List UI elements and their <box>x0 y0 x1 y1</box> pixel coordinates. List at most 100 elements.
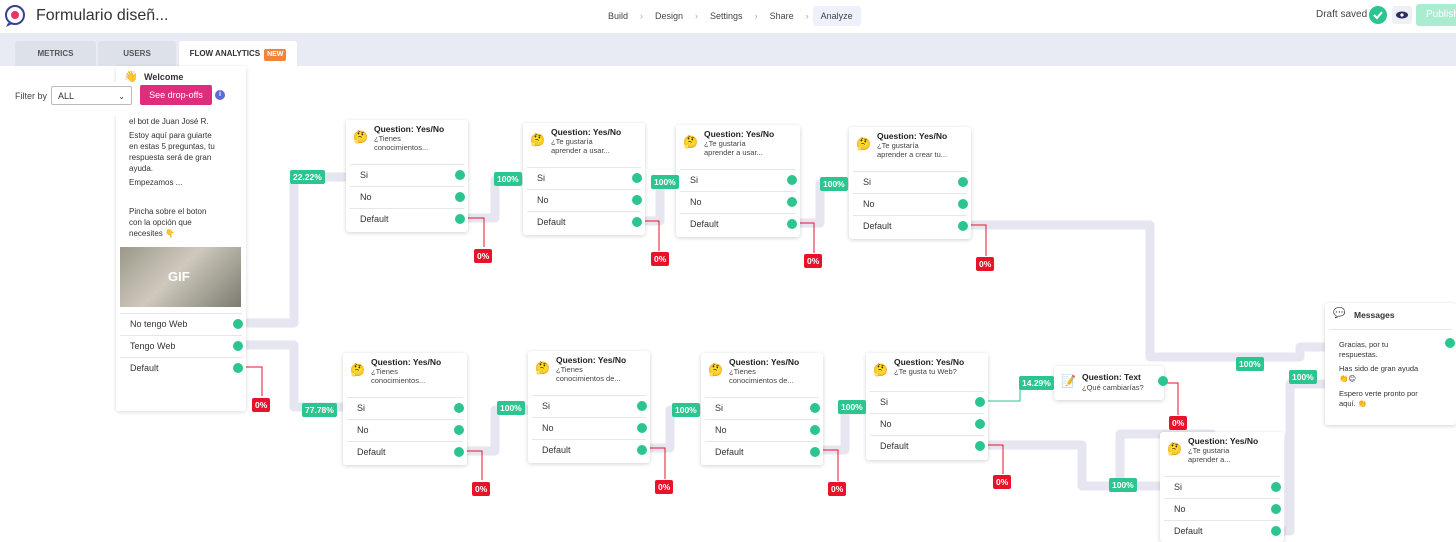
connector-dot[interactable] <box>454 403 464 413</box>
connector-dot[interactable] <box>233 363 243 373</box>
question-node[interactable]: 🤔 Question: Yes/No ¿Te gustaría aprender … <box>849 127 971 239</box>
option-yes[interactable]: Si <box>853 171 968 191</box>
node-subtitle-line: ¿Te gustaría <box>704 139 746 148</box>
flow-canvas[interactable]: 👋 Welcome el bot de Juan José R. Estoy a… <box>0 66 1456 542</box>
option-default[interactable]: Default <box>532 439 647 459</box>
connector-dot[interactable] <box>455 170 465 180</box>
tab-metrics[interactable]: METRICS <box>15 41 96 66</box>
connector-dot[interactable] <box>233 341 243 351</box>
preview-eye-icon[interactable] <box>1392 6 1412 24</box>
connector-dot[interactable] <box>787 219 797 229</box>
option-yes[interactable]: Si <box>680 169 797 189</box>
option-no[interactable]: No <box>853 193 968 213</box>
option-no[interactable]: No <box>870 413 985 433</box>
option-default[interactable]: Default <box>705 441 820 461</box>
step-analyze[interactable]: Analyze <box>812 6 861 26</box>
option-default[interactable]: Default <box>853 215 968 235</box>
connector-dot[interactable] <box>975 419 985 429</box>
tab-flow-analytics[interactable]: FLOW ANALYTICS NEW <box>179 41 297 66</box>
option-yes[interactable]: Si <box>350 164 465 184</box>
connector-dot[interactable] <box>958 221 968 231</box>
question-node[interactable]: 🤔 Question: Yes/No ¿Te gustaría aprender … <box>523 123 645 235</box>
question-node[interactable]: 🤔 Question: Yes/No ¿Tienes conocimientos … <box>701 353 823 465</box>
connector-dot[interactable] <box>958 199 968 209</box>
connector-dot[interactable] <box>455 192 465 202</box>
question-node[interactable]: 🤔 Question: Yes/No ¿Tienes conocimientos.… <box>343 353 467 465</box>
publish-button[interactable]: Publish <box>1416 4 1456 26</box>
question-node[interactable]: 🤔 Question: Yes/No ¿Tienes conocimientos … <box>528 351 650 463</box>
info-icon[interactable]: i <box>215 90 225 100</box>
welcome-option-no-web[interactable]: No tengo Web <box>120 313 243 333</box>
connector-dot[interactable] <box>810 425 820 435</box>
option-no[interactable]: No <box>680 191 797 211</box>
option-label: Tengo Web <box>130 341 176 351</box>
option-yes[interactable]: Si <box>870 391 985 411</box>
option-default[interactable]: Default <box>1164 520 1281 540</box>
option-default[interactable]: Default <box>347 441 464 461</box>
option-yes[interactable]: Si <box>705 397 820 417</box>
option-no[interactable]: No <box>705 419 820 439</box>
option-default[interactable]: Default <box>527 211 642 231</box>
option-default[interactable]: Default <box>680 213 797 233</box>
percent-badge: 22.22% <box>290 170 325 184</box>
app-logo-icon[interactable] <box>3 4 27 28</box>
connector-dot[interactable] <box>632 195 642 205</box>
node-subtitle-line: ¿Tienes <box>556 365 583 374</box>
welcome-option-has-web[interactable]: Tengo Web <box>120 335 243 355</box>
connector-dot[interactable] <box>455 214 465 224</box>
messages-node[interactable]: 💬 Messages Gracias, por tu respuestas. H… <box>1325 303 1456 425</box>
option-no[interactable]: No <box>350 186 465 206</box>
percent-badge: 100% <box>820 177 848 191</box>
step-design[interactable]: Design <box>655 11 684 21</box>
connector-dot[interactable] <box>637 401 647 411</box>
question-node[interactable]: 🤔 Question: Yes/No ¿Tienes conocimientos.… <box>346 120 468 232</box>
welcome-card[interactable]: 👋 Welcome el bot de Juan José R. Estoy a… <box>116 66 246 411</box>
option-no[interactable]: No <box>527 189 642 209</box>
option-default[interactable]: Default <box>350 208 465 228</box>
top-bar: Formulario diseñ... Build › Design › Set… <box>0 0 1456 34</box>
connector-dot[interactable] <box>787 197 797 207</box>
option-no[interactable]: No <box>1164 498 1281 518</box>
step-build[interactable]: Build <box>608 11 629 21</box>
node-title: Question: Yes/No <box>877 131 948 141</box>
question-node[interactable]: 🤔 Question: Yes/No ¿Te gustaria aprender … <box>1160 432 1284 542</box>
connector-dot[interactable] <box>632 173 642 183</box>
question-node[interactable]: 🤔 Question: Yes/No ¿Te gusta tu Web? Si … <box>866 353 988 460</box>
see-drop-offs-button[interactable]: See drop-offs <box>140 85 212 105</box>
connector-dot[interactable] <box>233 319 243 329</box>
option-no[interactable]: No <box>532 417 647 437</box>
connector-dot[interactable] <box>810 447 820 457</box>
bot-title[interactable]: Formulario diseñ... <box>36 7 169 24</box>
step-share[interactable]: Share <box>769 11 794 21</box>
option-default[interactable]: Default <box>870 435 985 455</box>
option-yes[interactable]: Si <box>1164 476 1281 496</box>
connector-dot[interactable] <box>1271 526 1281 536</box>
connector-dot[interactable] <box>1445 338 1455 348</box>
connector-dot[interactable] <box>1271 482 1281 492</box>
connector-dot[interactable] <box>787 175 797 185</box>
step-settings[interactable]: Settings <box>710 11 743 21</box>
connector-dot[interactable] <box>975 441 985 451</box>
text-question-node[interactable]: 📝 Question: Text ¿Qué cambiarías? <box>1054 366 1168 400</box>
connector-dot[interactable] <box>810 403 820 413</box>
welcome-option-default[interactable]: Default <box>120 357 243 377</box>
connector-dot[interactable] <box>454 447 464 457</box>
connector-dot[interactable] <box>958 177 968 187</box>
filter-select[interactable]: ALL ⌄ <box>51 86 132 105</box>
connector-dot[interactable] <box>637 445 647 455</box>
dropoff-badge: 0% <box>651 252 670 266</box>
connector-dot[interactable] <box>632 217 642 227</box>
connector-dot[interactable] <box>1158 376 1168 386</box>
tab-users[interactable]: USERS <box>98 41 176 66</box>
percent-badge: 77.78% <box>302 403 337 417</box>
option-yes[interactable]: Si <box>532 395 647 415</box>
option-yes[interactable]: Si <box>347 397 464 417</box>
connector-dot[interactable] <box>1271 504 1281 514</box>
option-yes[interactable]: Si <box>527 167 642 187</box>
connector-dot[interactable] <box>975 397 985 407</box>
node-title: Question: Yes/No <box>894 357 965 367</box>
question-node[interactable]: 🤔 Question: Yes/No ¿Te gustaría aprender … <box>676 125 800 237</box>
connector-dot[interactable] <box>454 425 464 435</box>
option-no[interactable]: No <box>347 419 464 439</box>
connector-dot[interactable] <box>637 423 647 433</box>
